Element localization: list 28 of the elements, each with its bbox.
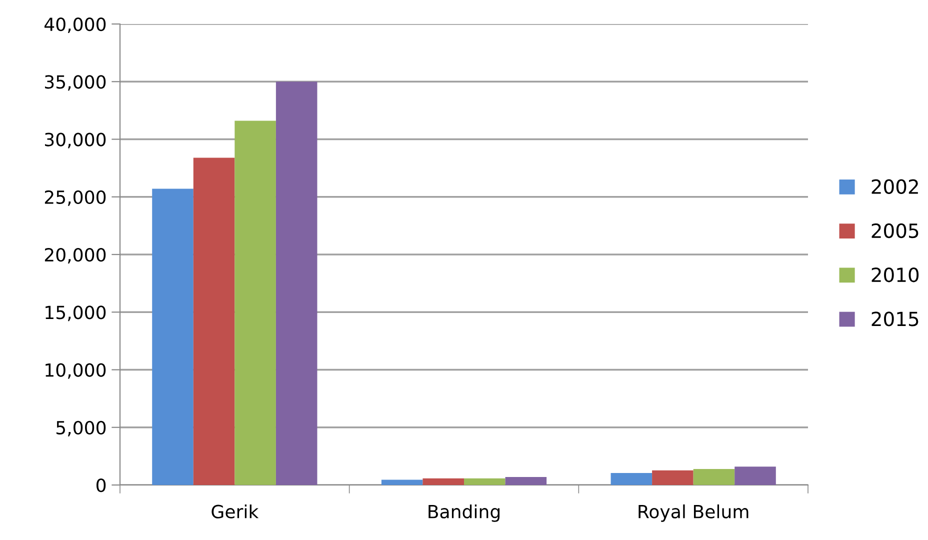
y-tick-label: 10,000: [46, 363, 106, 379]
y-tick-label: 30,000: [45, 132, 106, 148]
x-tick-label: Banding: [428, 504, 500, 522]
bar: [693, 468, 735, 485]
legend-label: 2010: [872, 267, 919, 282]
x-tick-label: Royal Belum: [638, 504, 748, 522]
y-tick-label: 35,000: [45, 75, 106, 91]
legend-label: 2002: [872, 179, 918, 194]
bar: [152, 188, 194, 485]
bar: [234, 120, 276, 485]
bar: [610, 473, 652, 485]
y-tick-label: 20,000: [44, 248, 106, 264]
x-tick-label: Gerik: [212, 504, 259, 518]
y-tick-label: 25,000: [44, 190, 106, 206]
y-tick-label: 15,000: [46, 306, 106, 322]
bar: [464, 478, 506, 485]
bar: [193, 158, 235, 485]
bar: [381, 480, 423, 485]
legend-label: 2015: [872, 312, 918, 326]
bar: [276, 82, 318, 485]
bar: [422, 478, 464, 485]
y-tick-label: 40,000: [44, 17, 106, 33]
y-tick-label: 5,000: [56, 420, 106, 436]
legend-label: 2005: [872, 223, 918, 238]
y-tick-label: 0: [96, 478, 106, 492]
bar: [505, 477, 547, 485]
bar: [652, 470, 694, 485]
bar: [734, 466, 776, 485]
